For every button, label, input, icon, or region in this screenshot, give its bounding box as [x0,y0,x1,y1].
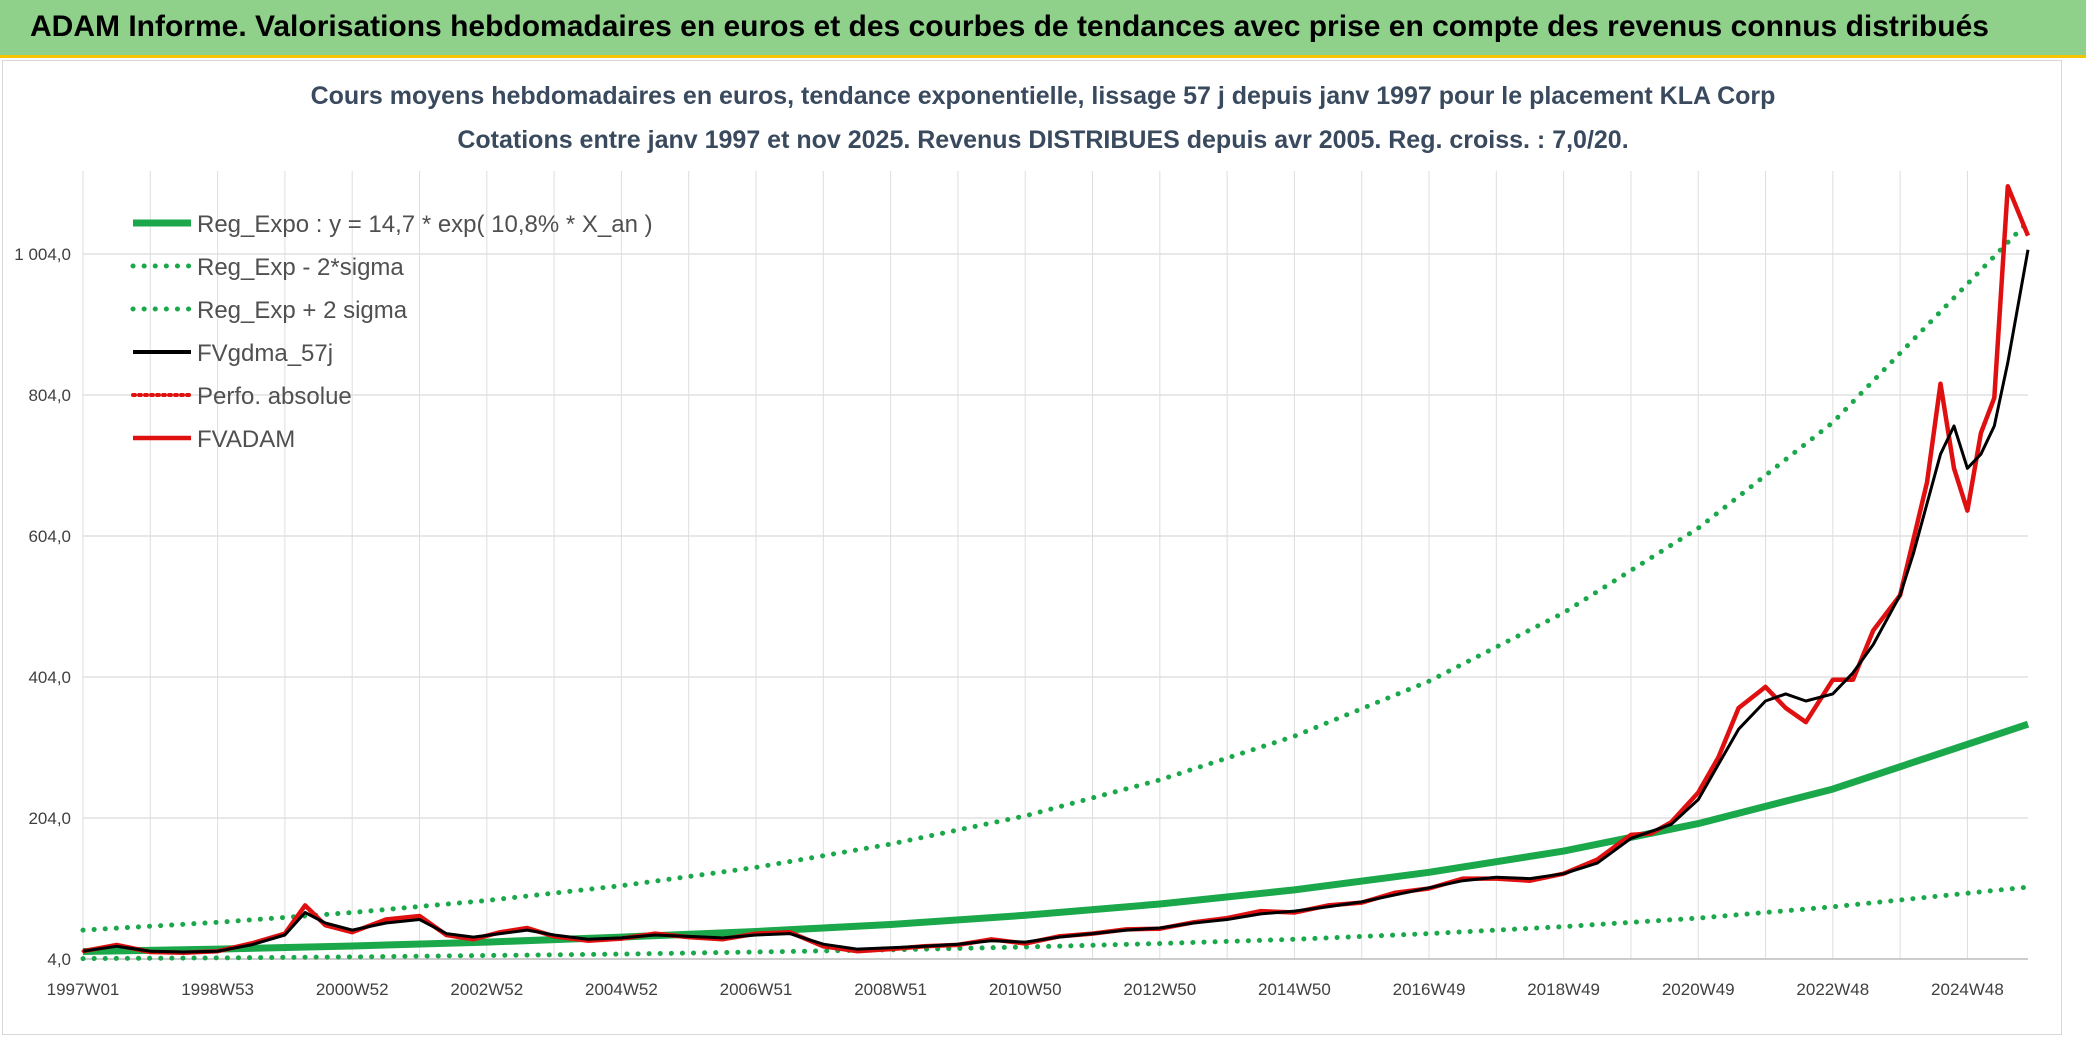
y-tick-label: 204,0 [28,809,71,828]
x-tick-label: 2014W50 [1258,980,1331,999]
y-tick-label: 1 004,0 [14,245,71,264]
x-tick-label: 2020W49 [1662,980,1735,999]
y-tick-label: 404,0 [28,668,71,687]
chart-frame: 4,0 204,0 404,0 604,0 804,0 1 004,0 1997W01 19… [2,60,2062,1035]
legend-label: Reg_Expo : y = 14,7 * exp( 10,8% * X_an … [197,211,653,238]
series-line [80,219,2031,933]
chart-title: Cours moyens hebdomadaires en euros, ten… [311,82,1776,110]
y-tick-label: 4,0 [47,950,71,969]
x-tick-label: 2010W50 [989,980,1062,999]
page-title: ADAM Informe. Valorisations hebdomadaire… [30,10,1989,43]
legend-label: Reg_Exp + 2 sigma [197,297,408,324]
x-tick-label: 2024W48 [1931,980,2004,999]
legend: Reg_Expo : y = 14,7 * exp( 10,8% * X_an … [130,211,653,453]
series-line [80,884,2031,962]
x-tick-label: 2022W48 [1796,980,1869,999]
x-tick-label: 2002W52 [450,980,523,999]
x-tick-label: 2016W49 [1393,980,1466,999]
x-tick-label: 1998W53 [181,980,254,999]
legend-label: Perfo. absolue [197,383,352,410]
x-tick-label: 2008W51 [854,980,927,999]
legend-label: FVgdma_57j [197,340,333,367]
x-axis: 1997W01 1998W53 2000W52 2002W52 2004W52 2006W… [47,980,2004,999]
y-tick-label: 604,0 [28,527,71,546]
y-tick-label: 804,0 [28,386,71,405]
y-axis: 4,0 204,0 404,0 604,0 804,0 1 004,0 [14,245,71,969]
x-tick-label: 2012W50 [1123,980,1196,999]
x-tick-label: 2006W51 [720,980,793,999]
series-lines [80,184,2031,962]
chart-subtitle: Cotations entre janv 1997 et nov 2025. R… [457,126,1628,154]
x-tick-label: 2018W49 [1527,980,1600,999]
x-tick-label: 2000W52 [316,980,389,999]
x-tick-label: 1997W01 [47,980,120,999]
legend-label: FVADAM [197,426,295,453]
x-tick-label: 2004W52 [585,980,658,999]
legend-label: Reg_Exp - 2*sigma [197,254,404,281]
header-banner: ADAM Informe. Valorisations hebdomadaire… [0,0,2086,58]
series-line [82,249,2030,954]
grid [82,171,2028,960]
